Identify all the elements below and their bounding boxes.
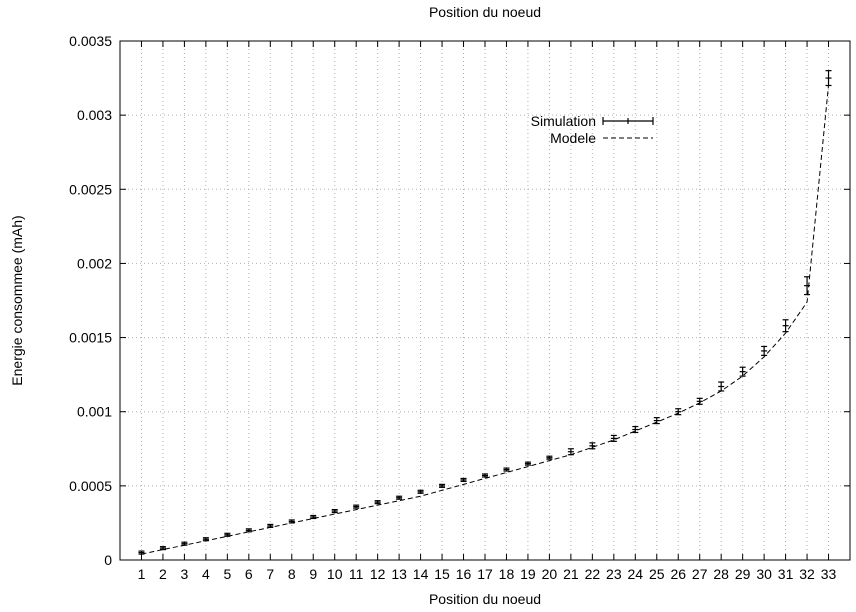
x-tick-label: 24 — [628, 566, 644, 582]
x-tick-label: 2 — [159, 566, 167, 582]
y-tick-label: 0.002 — [77, 255, 112, 271]
simulation-point — [653, 417, 660, 425]
x-tick-label: 27 — [692, 566, 708, 582]
x-axis-label: Position du noeud — [429, 591, 541, 607]
simulation-point — [245, 528, 252, 533]
simulation-point — [353, 504, 360, 509]
x-tick-label: 18 — [499, 566, 515, 582]
x-tick-label: 26 — [670, 566, 686, 582]
plot-area — [138, 70, 832, 555]
x-tick-label: 4 — [202, 566, 210, 582]
x-tick-label: 29 — [735, 566, 751, 582]
x-tick-label: 12 — [370, 566, 386, 582]
simulation-point — [782, 319, 789, 333]
simulation-point — [718, 381, 725, 392]
simulation-point — [331, 508, 338, 514]
x-tick-label: 20 — [542, 566, 558, 582]
x-tick-label: 17 — [477, 566, 493, 582]
simulation-point — [159, 546, 166, 551]
y-axis-label: Energie consommee (mAh) — [9, 215, 25, 385]
simulation-point — [804, 276, 811, 296]
simulation-point — [825, 70, 832, 87]
x-tick-label: 1 — [138, 566, 146, 582]
simulation-point — [761, 345, 768, 356]
grid — [120, 40, 850, 561]
x-tick-label: 6 — [245, 566, 253, 582]
simulation-point — [439, 483, 446, 488]
simulation-point — [482, 473, 488, 478]
simulation-point — [181, 541, 188, 546]
simulation-point — [675, 408, 682, 416]
y-tick-label: 0.0035 — [69, 33, 112, 49]
chart-title: Position du noeud — [429, 4, 541, 20]
simulation-point — [589, 442, 596, 450]
legend-label-modele: Modele — [550, 130, 596, 146]
simulation-point — [503, 467, 510, 472]
x-tick-label: 28 — [713, 566, 729, 582]
x-tick-label: 30 — [756, 566, 772, 582]
y-tick-label: 0.003 — [77, 107, 112, 123]
plot-frame — [119, 40, 851, 561]
legend-label-simulation: Simulation — [531, 113, 596, 129]
simulation-point — [632, 425, 639, 434]
simulation-point — [310, 514, 317, 520]
simulation-point — [546, 455, 553, 460]
x-tick-label: 16 — [456, 566, 472, 582]
simulation-point — [739, 366, 746, 377]
y-tick-label: 0.0025 — [69, 181, 112, 197]
x-tick-label: 22 — [585, 566, 601, 582]
x-tick-label: 25 — [649, 566, 665, 582]
simulation-point — [524, 461, 531, 466]
y-tick-label: 0.0005 — [69, 478, 112, 494]
x-tick-label: 11 — [349, 566, 364, 582]
x-tick-label: 5 — [223, 566, 231, 582]
simulation-point — [288, 519, 295, 524]
simulation-point — [396, 495, 403, 500]
x-tick-label: 23 — [606, 566, 622, 582]
simulation-point — [374, 500, 381, 505]
simulation-point — [610, 434, 617, 442]
x-tick-label: 7 — [266, 566, 274, 582]
x-tick-label: 14 — [413, 566, 429, 582]
simulation-point — [567, 448, 574, 456]
x-tick-label: 33 — [821, 566, 837, 582]
x-tick-label: 10 — [327, 566, 343, 582]
y-tick-label: 0.001 — [77, 404, 112, 420]
simulation-point — [138, 550, 145, 555]
x-tick-label: 21 — [563, 566, 579, 582]
y-tick-label: 0.0015 — [69, 330, 112, 346]
x-tick-label: 13 — [391, 566, 407, 582]
x-tick-label: 15 — [434, 566, 450, 582]
simulation-point — [224, 532, 231, 537]
x-tick-label: 32 — [799, 566, 815, 582]
y-tick-label: 0 — [104, 552, 112, 568]
simulation-point — [202, 537, 209, 542]
simulation-point — [460, 477, 467, 483]
x-tick-label: 19 — [520, 566, 536, 582]
simulation-point — [696, 397, 703, 405]
legend-swatch-simulation — [602, 117, 654, 125]
simulation-point — [417, 489, 424, 494]
x-tick-label: 9 — [309, 566, 317, 582]
axis-ticks: 1 2 3 4 5 6 7 8 9 10 11 12 13 14 15 16 17 18 19 20 21 22 23 24 2… — [69, 33, 850, 582]
x-tick-label: 3 — [181, 566, 189, 582]
simulation-point — [267, 523, 274, 528]
x-tick-label: 8 — [288, 566, 296, 582]
series-line-modele — [141, 85, 829, 555]
x-tick-label: 31 — [778, 566, 794, 582]
